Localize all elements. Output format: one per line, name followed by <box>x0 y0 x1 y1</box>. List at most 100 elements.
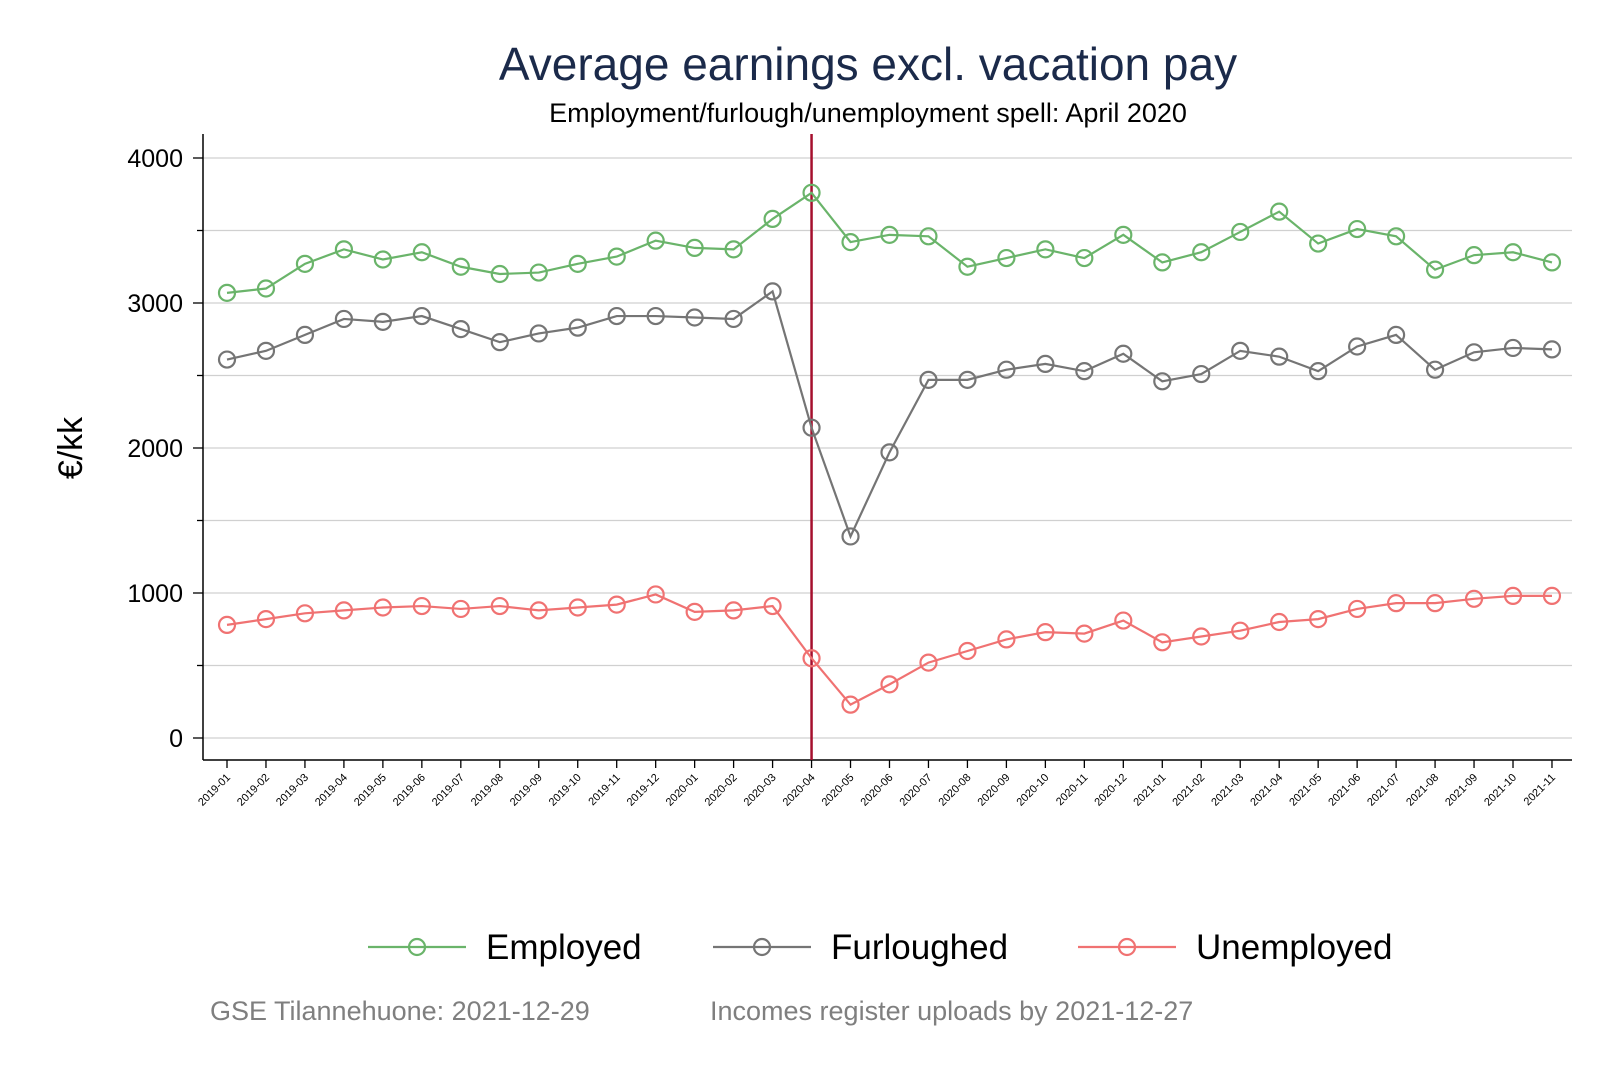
data-point-unemployed <box>373 598 392 617</box>
y-tick-label: 3000 <box>127 290 183 318</box>
data-point-furloughed <box>451 320 470 339</box>
x-tick-label: 2021-05 <box>1287 772 1324 809</box>
data-point-unemployed <box>880 675 899 694</box>
x-tick-label: 2020-01 <box>664 772 701 809</box>
x-tick-label: 2021-04 <box>1248 772 1285 809</box>
data-point-employed <box>295 254 315 273</box>
data-point-unemployed <box>568 598 587 617</box>
x-tick-label: 2020-06 <box>859 772 896 809</box>
chart-subtitle: Employment/furlough/unemployment spell: … <box>549 98 1187 128</box>
data-point-unemployed <box>334 601 354 620</box>
legend: Employed Furloughed Unemployed <box>368 928 1393 967</box>
data-point-unemployed <box>1464 589 1484 608</box>
data-point-unemployed <box>607 595 626 614</box>
data-point-unemployed <box>1348 599 1367 619</box>
data-point-furloughed <box>334 309 354 329</box>
data-point-employed <box>1386 227 1406 246</box>
y-tick-label: 4000 <box>127 145 183 173</box>
data-point-furloughed <box>529 324 548 343</box>
x-tick-label: 2021-11 <box>1522 772 1558 808</box>
data-point-unemployed <box>295 604 315 623</box>
data-point-furloughed <box>763 282 782 301</box>
data-point-unemployed <box>1192 627 1211 646</box>
x-tick-label: 2021-10 <box>1482 772 1519 809</box>
legend-marker-employed <box>407 937 427 957</box>
data-point-employed <box>1114 225 1133 244</box>
data-point-unemployed <box>763 596 782 616</box>
data-point-furloughed <box>1464 343 1484 362</box>
data-point-employed <box>607 247 626 266</box>
data-point-employed <box>256 279 276 298</box>
data-point-unemployed <box>412 596 431 616</box>
series-layer <box>217 183 1562 714</box>
data-point-unemployed <box>802 649 821 668</box>
y-tick-label: 0 <box>169 725 183 753</box>
data-point-unemployed <box>529 601 548 620</box>
data-point-employed <box>1153 253 1172 272</box>
data-point-furloughed <box>1425 360 1445 379</box>
y-tick-label: 1000 <box>127 580 183 608</box>
footer-right: Incomes register uploads by 2021-12-27 <box>710 996 1193 1026</box>
data-point-employed <box>841 233 860 252</box>
data-point-furloughed <box>490 333 509 352</box>
data-point-unemployed <box>1542 586 1562 606</box>
x-tick-label: 2019-04 <box>313 772 350 809</box>
x-tick-labels: 2019-01 2019-02 2019-03 2019-04 2019-05 2019-… <box>196 772 1558 809</box>
data-point-furloughed <box>217 350 237 369</box>
series-unemployed <box>217 585 1562 714</box>
x-tick-label: 2021-09 <box>1443 772 1480 809</box>
data-point-unemployed <box>646 585 665 604</box>
data-point-unemployed <box>1309 609 1328 629</box>
data-point-furloughed <box>373 312 392 331</box>
data-point-furloughed <box>685 308 704 327</box>
data-point-furloughed <box>1036 354 1055 373</box>
x-tick-label: 2021-02 <box>1170 772 1207 809</box>
data-point-employed <box>1309 234 1328 253</box>
x-tick-label: 2019-01 <box>196 772 233 809</box>
data-point-unemployed <box>1075 624 1094 643</box>
data-point-employed <box>451 257 470 276</box>
legend-label-employed: Employed <box>486 928 642 967</box>
chart-title: Average earnings excl. vacation pay <box>499 38 1237 90</box>
data-point-furloughed <box>1348 337 1367 356</box>
y-tick-label: 2000 <box>127 435 183 463</box>
data-point-unemployed <box>217 615 237 635</box>
data-point-furloughed <box>1153 372 1172 391</box>
legend-item-furloughed: Furloughed <box>713 928 1008 967</box>
data-point-employed <box>958 257 977 276</box>
x-tick-label: 2020-03 <box>742 772 779 809</box>
data-point-furloughed <box>958 370 977 389</box>
data-point-employed <box>334 240 354 259</box>
data-point-furloughed <box>841 527 860 546</box>
x-tick-label: 2019-09 <box>508 772 545 809</box>
data-point-unemployed <box>685 602 704 621</box>
x-tick-label: 2021-07 <box>1365 772 1402 809</box>
data-point-furloughed <box>412 306 431 326</box>
data-point-unemployed <box>1231 621 1250 640</box>
axes <box>193 134 1572 768</box>
legend-item-unemployed: Unemployed <box>1078 928 1393 967</box>
data-point-employed <box>646 231 665 250</box>
data-point-unemployed <box>256 609 276 629</box>
x-tick-label: 2020-08 <box>937 772 974 809</box>
x-tick-label: 2019-11 <box>586 772 622 808</box>
data-point-employed <box>763 209 782 228</box>
footer-left: GSE Tilannehuone: 2021-12-29 <box>210 996 590 1026</box>
data-point-employed <box>1036 240 1055 259</box>
data-point-furloughed <box>880 443 899 462</box>
data-point-employed <box>997 248 1016 268</box>
series-line-employed <box>226 191 1553 294</box>
data-point-furloughed <box>256 341 276 360</box>
data-point-employed <box>802 183 821 202</box>
data-point-furloughed <box>1231 341 1250 360</box>
data-point-unemployed <box>1153 633 1172 652</box>
data-point-unemployed <box>1425 594 1445 613</box>
data-point-employed <box>724 240 743 259</box>
x-tick-label: 2021-08 <box>1404 772 1441 809</box>
legend-label-furloughed: Furloughed <box>831 928 1008 967</box>
data-point-unemployed <box>841 695 860 714</box>
data-point-unemployed <box>919 653 938 672</box>
x-tick-label: 2019-02 <box>235 772 272 809</box>
data-point-employed <box>412 243 431 262</box>
